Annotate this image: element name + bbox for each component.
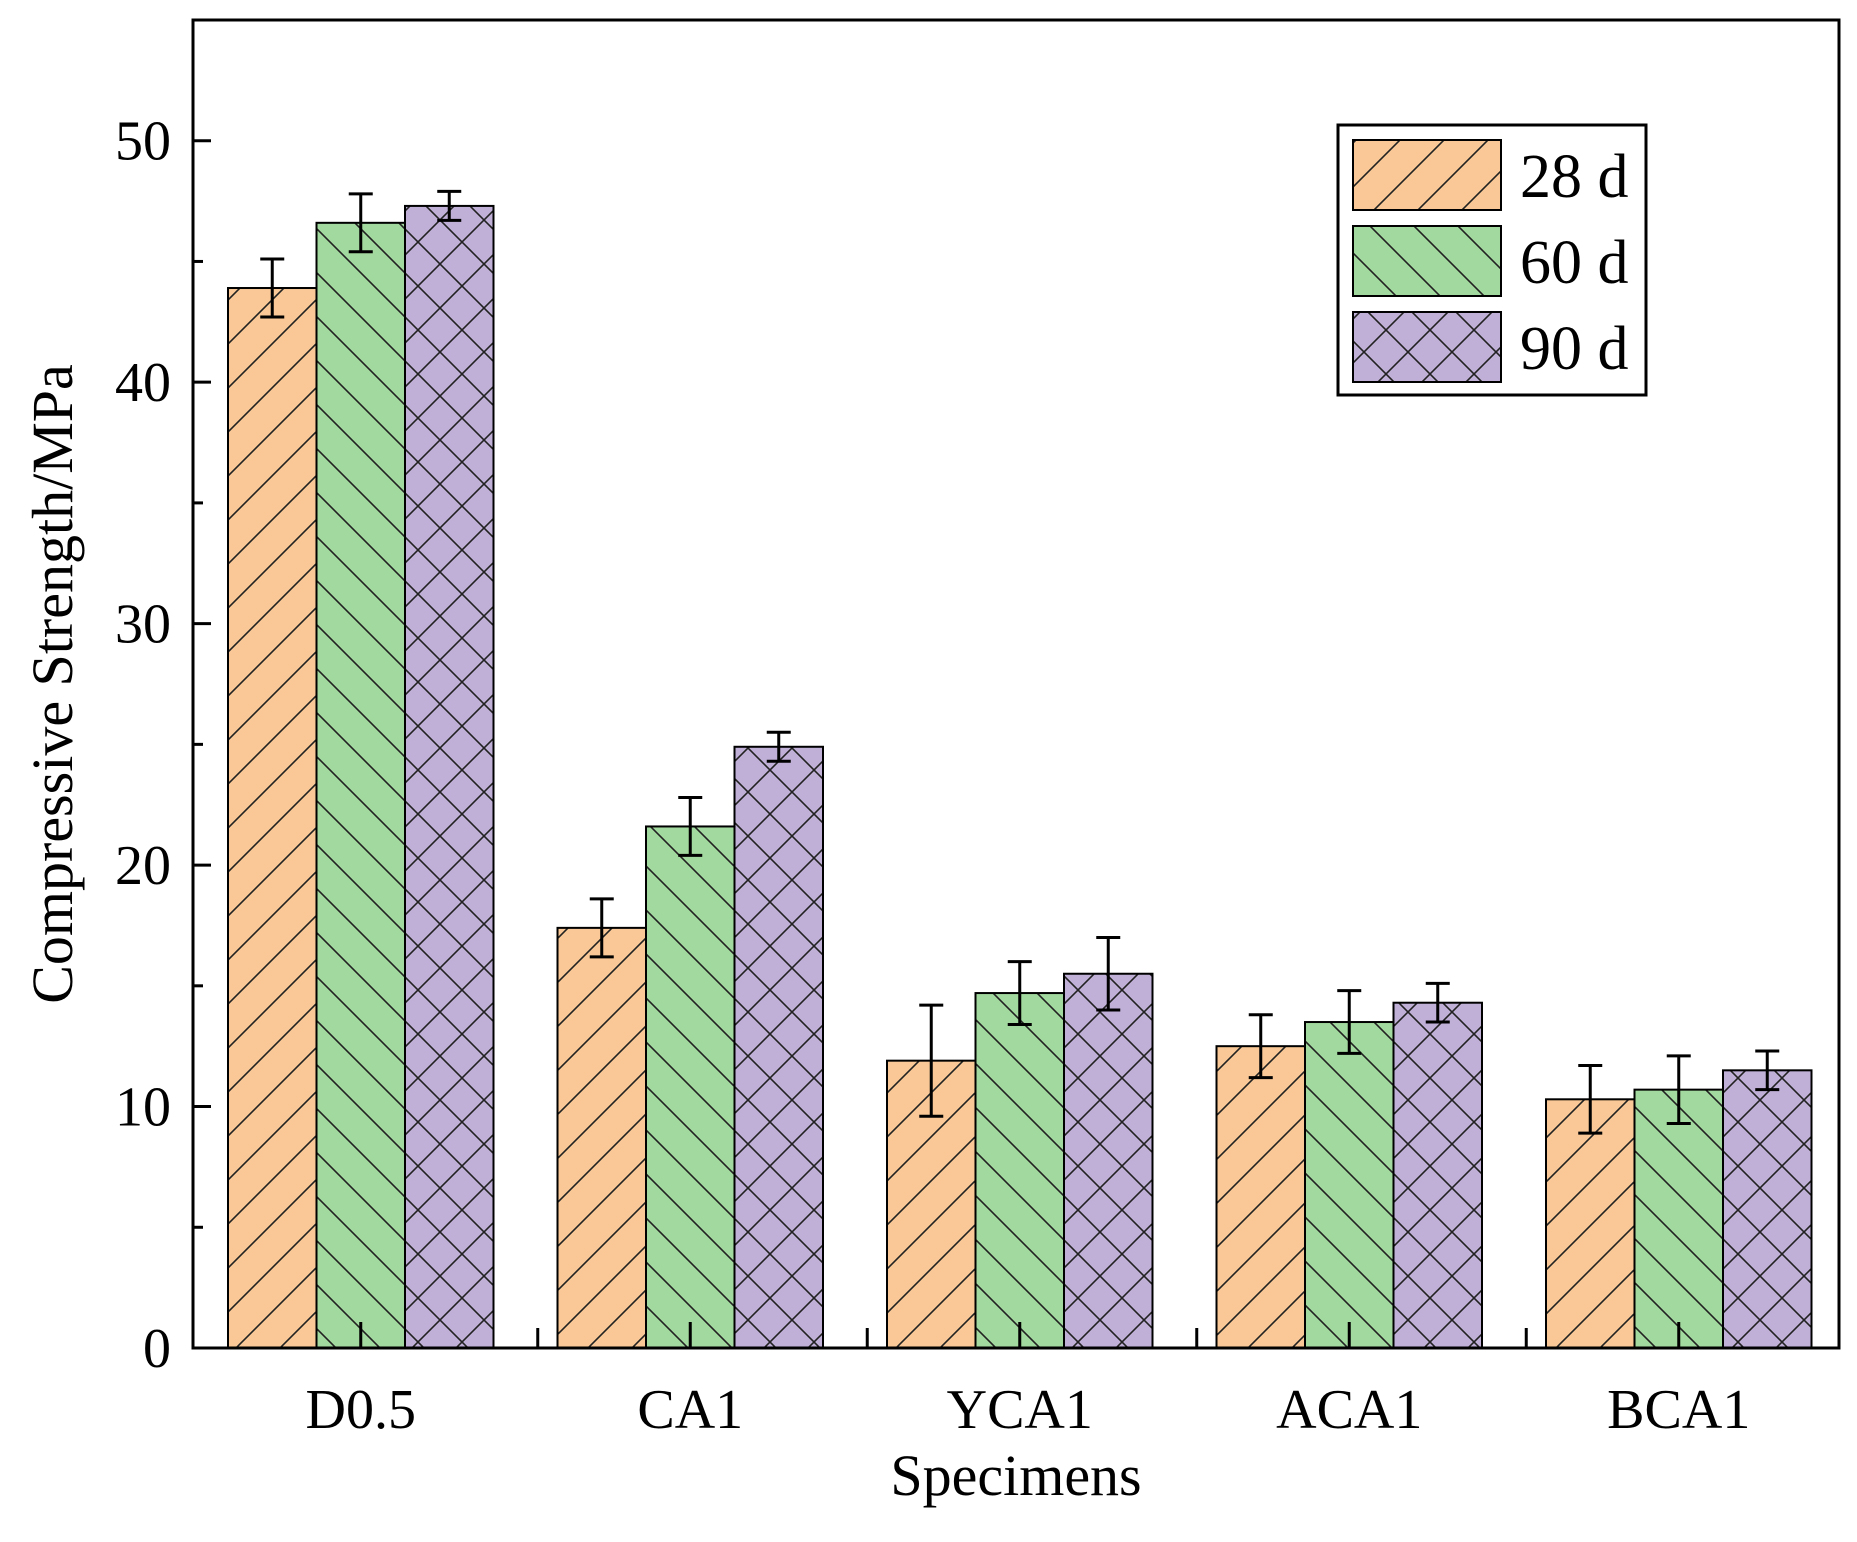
- x-tick-label-ACA1: ACA1: [1276, 1379, 1422, 1441]
- y-tick-label: 20: [115, 835, 171, 897]
- error-bar-BCA1-28d: [1578, 1063, 1603, 1135]
- bar-YCA1-60d: [974, 992, 1065, 1349]
- bar-ACA1-28d: [1215, 1045, 1306, 1349]
- legend-swatch-28d: [1352, 139, 1502, 211]
- error-bar-YCA1-28d: [919, 1003, 944, 1118]
- error-bar-ACA1-28d: [1248, 1013, 1273, 1080]
- legend-swatch-60d: [1352, 225, 1502, 297]
- x-tick-label-CA1: CA1: [637, 1379, 743, 1441]
- y-axis-title: Compressive Strength/MPa: [20, 364, 85, 1004]
- y-tick-label: 30: [115, 594, 171, 656]
- legend-swatch-90d: [1352, 311, 1502, 383]
- error-bar-ACA1-90d: [1425, 981, 1450, 1024]
- error-bar-CA1-90d: [766, 730, 791, 763]
- x-tick-label-D0.5: D0.5: [306, 1379, 416, 1441]
- error-bar-CA1-60d: [678, 795, 703, 857]
- legend-label-28d: 28 d: [1520, 143, 1629, 211]
- x-axis-title: Specimens: [890, 1443, 1141, 1508]
- error-bar-D0.5-60d: [348, 192, 373, 254]
- x-axis: D0.5 CA1 YCA1 ACA1 BCA1: [306, 1322, 1750, 1441]
- error-bar-YCA1-90d: [1096, 936, 1121, 1012]
- legend: 28 d 60 d 90 d: [1336, 123, 1648, 397]
- bar-YCA1-90d: [1063, 972, 1154, 1350]
- error-bars-layer: [260, 189, 1780, 1135]
- plot-frame: [191, 18, 1841, 1350]
- bar-CA1-90d: [733, 745, 824, 1349]
- y-axis: 0 10 20 30 40 50: [115, 18, 211, 1380]
- bar-BCA1-28d: [1545, 1098, 1636, 1349]
- bar-D0.5-90d: [404, 204, 495, 1349]
- legend-label-90d: 90 d: [1520, 315, 1629, 383]
- error-bar-D0.5-90d: [437, 189, 462, 222]
- bar-CA1-60d: [645, 825, 736, 1349]
- y-tick-label: 10: [115, 1077, 171, 1139]
- error-bar-BCA1-90d: [1755, 1049, 1780, 1092]
- y-tick-label: 0: [143, 1318, 171, 1380]
- x-tick-label-BCA1: BCA1: [1607, 1379, 1750, 1441]
- error-bar-CA1-28d: [589, 897, 614, 959]
- error-bar-ACA1-60d: [1337, 989, 1362, 1055]
- error-bar-D0.5-28d: [260, 257, 285, 319]
- x-tick-label-YCA1: YCA1: [947, 1379, 1093, 1441]
- legend-label-60d: 60 d: [1520, 229, 1629, 297]
- bar-ACA1-90d: [1392, 1001, 1483, 1349]
- bar-D0.5-28d: [227, 287, 318, 1350]
- y-tick-label: 40: [115, 352, 171, 414]
- error-bar-BCA1-60d: [1666, 1054, 1691, 1125]
- bar-ACA1-60d: [1304, 1021, 1395, 1349]
- error-bar-YCA1-60d: [1007, 960, 1032, 1026]
- y-tick-label: 50: [115, 111, 171, 173]
- bar-BCA1-90d: [1722, 1069, 1813, 1349]
- bar-CA1-28d: [556, 926, 647, 1349]
- bar-D0.5-60d: [315, 221, 406, 1350]
- bar-BCA1-60d: [1633, 1088, 1724, 1350]
